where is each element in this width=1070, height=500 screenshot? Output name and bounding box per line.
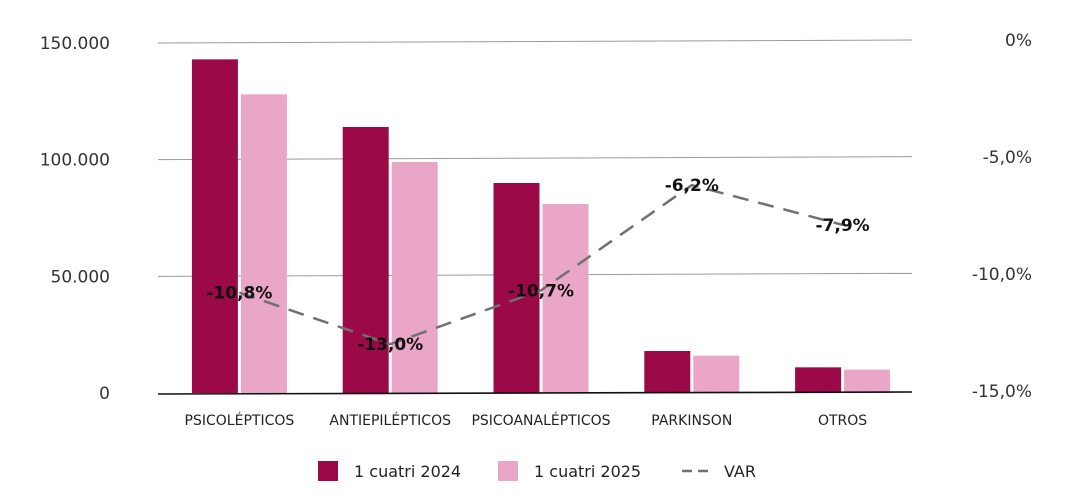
data-label: -10,7% [508, 281, 574, 301]
right-axis-tick-label: -15,0% [972, 382, 1032, 402]
var-line-path [238, 183, 843, 346]
bar [693, 355, 740, 393]
category-label: PARKINSON [651, 413, 732, 429]
left-axis-tick-label: 0 [99, 384, 110, 404]
bars [191, 59, 891, 393]
legend-label: 1 cuatri 2024 [354, 462, 461, 481]
category-label: ANTIEPILÉPTICOS [329, 412, 451, 429]
gridline [157, 39, 913, 44]
data-label: -7,9% [815, 216, 869, 236]
legend: 1 cuatri 2024 1 cuatri 2025 VAR [318, 461, 756, 481]
var-line [238, 183, 843, 346]
bar [542, 204, 589, 393]
category-label: PSICOANALÉPTICOS [471, 412, 610, 429]
bar [240, 94, 287, 393]
legend-label: 1 cuatri 2025 [534, 462, 641, 481]
right-axis-tick-label: -10,0% [972, 265, 1032, 285]
category-label: PSICOLÉPTICOS [185, 412, 295, 429]
data-labels: -10,8% -13,0% -10,7% -6,2% -7,9% [206, 176, 869, 355]
left-axis-tick-label: 50.000 [51, 267, 110, 287]
bar [342, 127, 389, 393]
axes: 0 50.000 100.000 150.000 0% -5,0% -10,0% -15,0%… [40, 31, 1032, 429]
legend-swatch [498, 461, 518, 481]
bar [493, 183, 540, 393]
bar [844, 369, 891, 393]
right-axis-tick-label: -5,0% [983, 148, 1032, 168]
data-label: -6,2% [665, 176, 719, 196]
bar [191, 59, 238, 393]
legend-swatch [318, 461, 338, 481]
legend-label: VAR [724, 462, 756, 481]
data-label: -10,8% [206, 284, 272, 304]
left-axis-tick-label: 150.000 [40, 34, 110, 54]
bar [795, 367, 842, 393]
bar [644, 351, 691, 393]
bar [391, 162, 438, 393]
category-label: OTROS [818, 413, 867, 429]
right-axis-tick-label: 0% [1005, 31, 1032, 51]
x-axis-line [157, 391, 913, 395]
left-axis-tick-label: 100.000 [40, 151, 110, 171]
data-label: -13,0% [357, 335, 423, 355]
